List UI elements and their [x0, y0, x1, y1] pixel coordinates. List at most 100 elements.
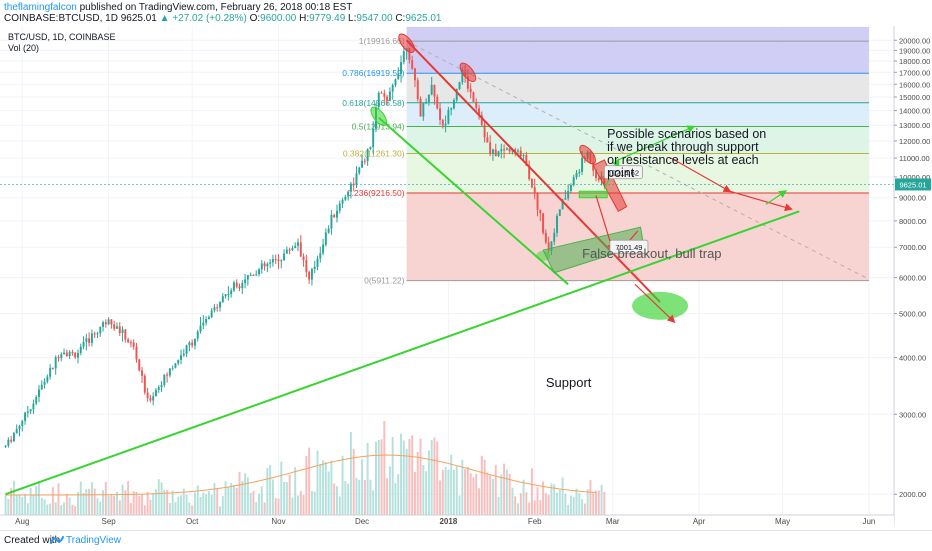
candle-body[interactable] — [96, 333, 99, 335]
candle-body[interactable] — [344, 196, 347, 200]
candle-body[interactable] — [497, 151, 500, 157]
candle-body[interactable] — [291, 248, 294, 251]
candle-body[interactable] — [483, 124, 486, 138]
resistance-touch-marker[interactable] — [396, 31, 417, 54]
candle-body[interactable] — [539, 209, 542, 214]
candle-body[interactable] — [43, 381, 46, 385]
candle-body[interactable] — [316, 258, 319, 267]
candle-body[interactable] — [138, 359, 141, 371]
candle-body[interactable] — [330, 214, 333, 229]
candle-body[interactable] — [4, 445, 7, 447]
candle-body[interactable] — [408, 48, 411, 61]
candle-body[interactable] — [219, 302, 221, 308]
candle-body[interactable] — [444, 123, 447, 126]
candle-body[interactable] — [54, 357, 57, 369]
candle-body[interactable] — [308, 271, 311, 280]
candle-body[interactable] — [202, 322, 205, 326]
candle-body[interactable] — [269, 262, 272, 264]
candle-body[interactable] — [480, 115, 483, 125]
resistance-touch-marker[interactable] — [457, 61, 478, 84]
candle-body[interactable] — [569, 184, 572, 191]
candle-body[interactable] — [199, 325, 202, 332]
candle-body[interactable] — [310, 269, 313, 280]
candle-body[interactable] — [77, 352, 79, 358]
candle-body[interactable] — [168, 368, 171, 376]
scenario-arrow-up[interactable] — [765, 190, 788, 205]
candle-body[interactable] — [514, 149, 517, 152]
long-term-support-trendline[interactable] — [5, 210, 800, 496]
candle-body[interactable] — [522, 155, 525, 157]
candle-body[interactable] — [10, 439, 13, 442]
candle-body[interactable] — [338, 203, 341, 211]
candle-body[interactable] — [154, 389, 157, 397]
candle-body[interactable] — [327, 228, 330, 233]
candle-body[interactable] — [447, 109, 450, 124]
candle-body[interactable] — [302, 256, 305, 261]
candle-body[interactable] — [104, 322, 107, 325]
candle-body[interactable] — [558, 209, 561, 216]
candle-body[interactable] — [143, 375, 146, 393]
candle-body[interactable] — [597, 177, 600, 180]
candle-body[interactable] — [283, 253, 286, 261]
candle-body[interactable] — [141, 370, 144, 376]
candle-body[interactable] — [400, 62, 403, 74]
candle-body[interactable] — [210, 310, 213, 318]
candle-body[interactable] — [285, 249, 288, 254]
candle-body[interactable] — [196, 331, 199, 339]
candle-body[interactable] — [174, 363, 177, 368]
candle-body[interactable] — [230, 290, 233, 295]
candle-body[interactable] — [51, 367, 54, 369]
candle-body[interactable] — [397, 73, 400, 80]
candle-body[interactable] — [216, 307, 219, 309]
candle-body[interactable] — [180, 355, 183, 360]
candle-body[interactable] — [536, 192, 539, 210]
candle-body[interactable] — [246, 275, 249, 280]
candle-body[interactable] — [157, 387, 160, 390]
candle-body[interactable] — [188, 342, 191, 346]
candle-body[interactable] — [550, 241, 553, 251]
candle-body[interactable] — [227, 294, 230, 296]
candle-body[interactable] — [32, 403, 35, 410]
candle-body[interactable] — [244, 279, 247, 283]
candle-body[interactable] — [57, 357, 60, 359]
candle-body[interactable] — [21, 420, 24, 427]
candle-body[interactable] — [182, 353, 185, 356]
scenario-arrow-down[interactable] — [670, 157, 732, 193]
candle-body[interactable] — [422, 103, 425, 117]
candle-body[interactable] — [99, 326, 102, 334]
candle-body[interactable] — [525, 155, 528, 166]
resistance-zone[interactable] — [592, 159, 628, 212]
candle-body[interactable] — [7, 439, 10, 446]
candle-body[interactable] — [205, 319, 208, 323]
candle-body[interactable] — [461, 70, 464, 83]
candle-body[interactable] — [146, 392, 149, 399]
candle-body[interactable] — [416, 80, 419, 99]
candle-body[interactable] — [391, 85, 394, 92]
candle-body[interactable] — [252, 274, 255, 276]
candle-body[interactable] — [107, 319, 110, 325]
candle-body[interactable] — [383, 93, 386, 97]
candle-body[interactable] — [533, 187, 536, 193]
candle-body[interactable] — [436, 96, 439, 109]
candle-body[interactable] — [380, 92, 383, 94]
candle-body[interactable] — [263, 263, 266, 267]
candle-body[interactable] — [297, 242, 299, 246]
candle-body[interactable] — [575, 173, 578, 178]
candle-body[interactable] — [102, 322, 105, 327]
candle-body[interactable] — [88, 338, 91, 343]
candle-body[interactable] — [124, 329, 127, 340]
candle-body[interactable] — [38, 389, 40, 397]
candle-body[interactable] — [478, 108, 481, 116]
candle-body[interactable] — [288, 249, 291, 251]
candle-body[interactable] — [232, 282, 235, 291]
candle-body[interactable] — [341, 199, 344, 204]
candle-body[interactable] — [388, 91, 391, 101]
candle-body[interactable] — [65, 352, 68, 357]
candle-body[interactable] — [349, 183, 352, 192]
candle-body[interactable] — [241, 282, 244, 289]
candle-body[interactable] — [271, 259, 274, 263]
candle-body[interactable] — [171, 367, 174, 369]
candle-body[interactable] — [249, 274, 252, 276]
candle-body[interactable] — [441, 120, 444, 126]
scenario-arrow-down[interactable] — [729, 190, 793, 212]
